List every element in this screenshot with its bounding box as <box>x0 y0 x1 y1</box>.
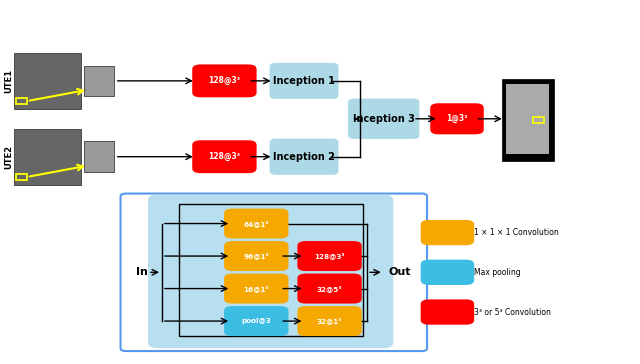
Text: 32@1³: 32@1³ <box>317 318 342 325</box>
Text: 1 × 1 × 1 Convolution: 1 × 1 × 1 Convolution <box>474 228 558 237</box>
Text: 128@3³: 128@3³ <box>209 152 241 161</box>
Text: 128@3³: 128@3³ <box>209 76 241 86</box>
Text: In: In <box>136 267 147 277</box>
Text: Out: Out <box>388 267 411 277</box>
FancyBboxPatch shape <box>192 140 257 173</box>
FancyBboxPatch shape <box>224 241 289 271</box>
FancyBboxPatch shape <box>84 66 114 96</box>
FancyBboxPatch shape <box>430 103 484 134</box>
FancyBboxPatch shape <box>14 53 81 109</box>
FancyBboxPatch shape <box>420 220 474 245</box>
FancyBboxPatch shape <box>224 209 289 238</box>
Text: 1@3³: 1@3³ <box>446 114 468 123</box>
FancyBboxPatch shape <box>84 141 114 172</box>
FancyBboxPatch shape <box>348 99 419 139</box>
FancyBboxPatch shape <box>224 274 289 304</box>
Bar <box>534 117 543 123</box>
FancyBboxPatch shape <box>14 129 81 185</box>
FancyBboxPatch shape <box>298 241 362 271</box>
FancyBboxPatch shape <box>298 274 362 304</box>
FancyBboxPatch shape <box>224 306 289 336</box>
Bar <box>16 98 27 104</box>
Text: Inception 3: Inception 3 <box>353 114 415 124</box>
Text: 96@1³: 96@1³ <box>243 253 269 260</box>
Bar <box>16 174 27 180</box>
FancyBboxPatch shape <box>298 306 362 336</box>
Text: 3³ or 5³ Convolution: 3³ or 5³ Convolution <box>474 308 550 317</box>
FancyBboxPatch shape <box>269 63 339 99</box>
Text: Max pooling: Max pooling <box>474 268 520 277</box>
Text: Inception 1: Inception 1 <box>273 76 335 86</box>
Text: 64@1³: 64@1³ <box>243 220 269 227</box>
Text: 32@5³: 32@5³ <box>317 285 342 292</box>
Text: UTE1: UTE1 <box>4 69 13 93</box>
FancyBboxPatch shape <box>148 195 394 348</box>
FancyBboxPatch shape <box>192 64 257 97</box>
FancyBboxPatch shape <box>269 139 339 175</box>
FancyBboxPatch shape <box>506 84 549 154</box>
FancyBboxPatch shape <box>420 300 474 325</box>
FancyBboxPatch shape <box>502 79 554 161</box>
Text: Inception 2: Inception 2 <box>273 152 335 162</box>
Text: UTE2: UTE2 <box>4 145 13 169</box>
Text: 16@1³: 16@1³ <box>243 285 269 292</box>
Text: pool@3: pool@3 <box>241 318 271 324</box>
Bar <box>179 204 364 336</box>
FancyBboxPatch shape <box>420 260 474 285</box>
Text: 128@3³: 128@3³ <box>314 253 345 260</box>
